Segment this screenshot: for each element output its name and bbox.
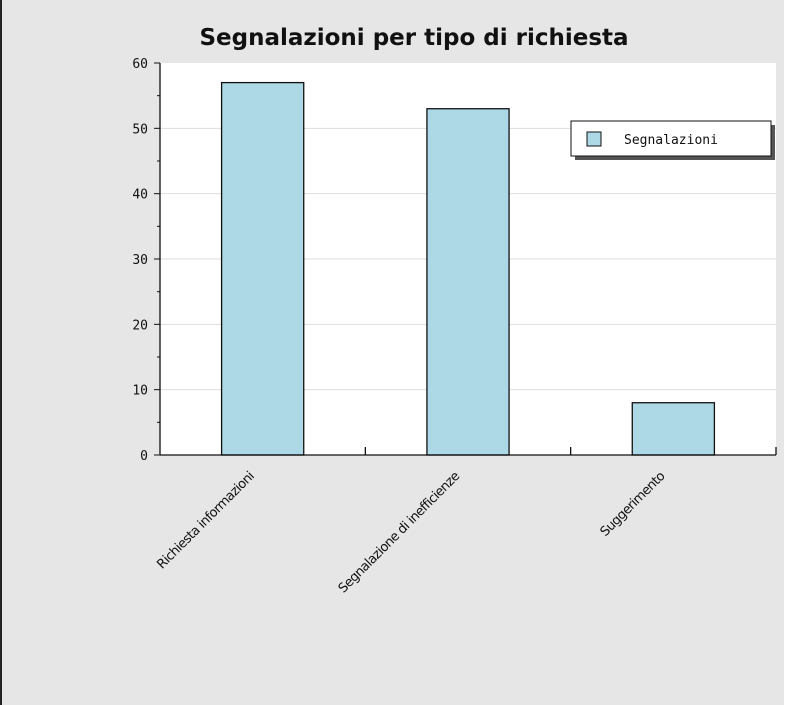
x-tick-label: Suggerimento [598, 469, 669, 540]
bars [220, 81, 716, 456]
y-tick-label: 30 [132, 253, 148, 268]
x-tick-label: Segnalazione di inefficienze [336, 469, 463, 596]
y-tick-label: 0 [140, 449, 148, 464]
legend-swatch [586, 131, 602, 147]
y-tick-label: 10 [132, 384, 148, 399]
y-axis-ticks: 0 10 20 30 40 50 60 [132, 57, 160, 464]
bar [426, 108, 510, 456]
bar [631, 402, 716, 456]
y-tick-label: 50 [132, 122, 148, 137]
y-tick-label: 20 [132, 318, 148, 333]
chart-title: Segnalazioni per tipo di richiesta [199, 25, 628, 51]
legend: Segnalazioni [570, 120, 775, 160]
bar [220, 81, 305, 456]
legend-label: Segnalazioni [624, 133, 718, 148]
y-tick-label: 40 [132, 188, 148, 203]
legend-box [570, 120, 772, 157]
x-tick-label: Richiesta informazioni [154, 469, 257, 572]
y-tick-label: 60 [132, 57, 148, 72]
x-axis-labels: Richiesta informazioni Segnalazione di in… [154, 469, 668, 597]
